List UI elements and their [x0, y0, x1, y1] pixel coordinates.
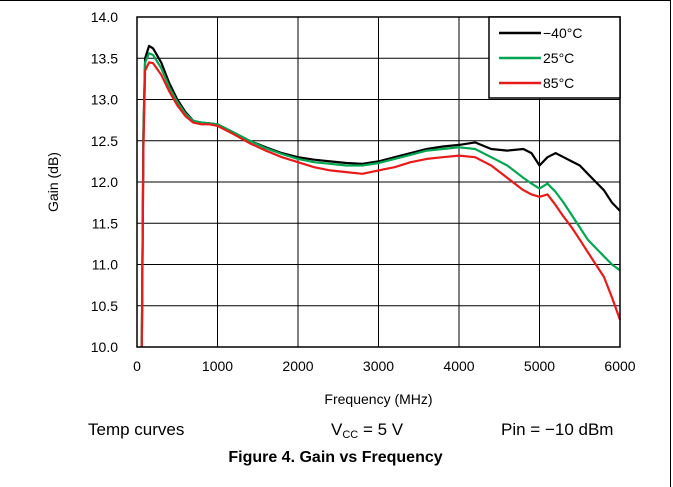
x-tick-label: 5000 — [524, 358, 555, 374]
series-line-1 — [140, 52, 621, 348]
x-tick-label: 0 — [133, 358, 141, 374]
x-tick-label: 1000 — [202, 358, 233, 374]
plot-border — [136, 16, 621, 348]
series-line-2 — [140, 61, 622, 348]
x-tick-label: 4000 — [443, 358, 474, 374]
pin-condition: Pin = −10 dBm — [501, 420, 614, 439]
legend-label: 85°C — [543, 75, 574, 91]
y-tick-label: 10.0 — [91, 339, 118, 355]
series-line-0 — [140, 44, 621, 348]
tick-labels: 0 1000 2000 3000 4000 5000 6000 10.0 10.5 11.0 11.… — [91, 9, 636, 374]
x-tick-label: 3000 — [363, 358, 394, 374]
y-tick-label: 11.5 — [92, 215, 118, 231]
vcc-condition: VCC = 5 V — [331, 420, 404, 441]
figure-caption: Figure 4. Gain vs Frequency — [228, 449, 443, 466]
y-tick-label: 12.0 — [91, 174, 118, 190]
x-axis-label: Frequency (MHz) — [324, 391, 432, 407]
y-tick-label: 11.0 — [92, 257, 118, 273]
gain-vs-frequency-chart: 0 1000 2000 3000 4000 5000 6000 10.0 10.5 11.0 11.… — [45, 9, 636, 407]
y-tick-label: 13.0 — [91, 92, 118, 108]
y-tick-label: 12.5 — [91, 133, 118, 149]
x-tick-label: 6000 — [604, 358, 635, 374]
legend-label: 25°C — [543, 50, 574, 66]
y-tick-label: 14.0 — [91, 9, 118, 25]
series-layer — [140, 44, 622, 348]
legend-label: −40°C — [543, 25, 582, 41]
legend: −40°C 25°C 85°C — [488, 16, 621, 99]
x-tick-label: 2000 — [282, 358, 313, 374]
y-tick-label: 10.5 — [91, 298, 118, 314]
y-tick-label: 13.5 — [91, 50, 118, 66]
temp-curves-label: Temp curves — [88, 420, 185, 439]
y-axis-label: Gain (dB) — [45, 152, 61, 212]
